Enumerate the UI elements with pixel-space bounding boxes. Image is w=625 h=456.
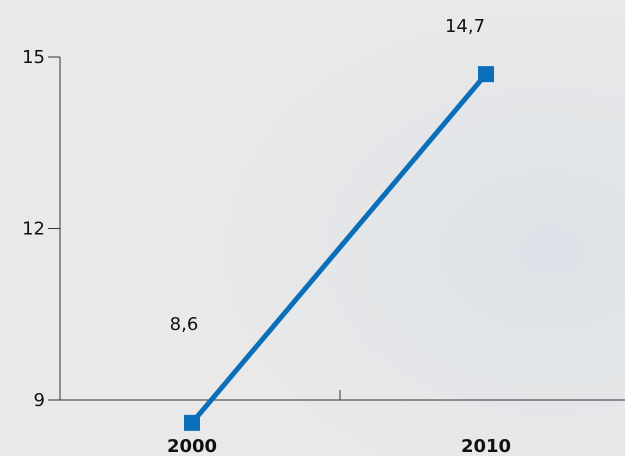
data-point-marker: [478, 66, 494, 83]
data-value-label: 8,6: [170, 314, 199, 335]
x-category-label: 2010: [461, 436, 511, 456]
y-tick-label: 9: [34, 390, 45, 411]
x-category-label: 2000: [167, 436, 217, 456]
data-point-marker: [184, 414, 200, 431]
series-line: [190, 72, 488, 425]
y-tick-label: 12: [22, 219, 45, 240]
data-value-label: 14,7: [445, 16, 485, 37]
y-tick-label: 15: [22, 47, 45, 68]
